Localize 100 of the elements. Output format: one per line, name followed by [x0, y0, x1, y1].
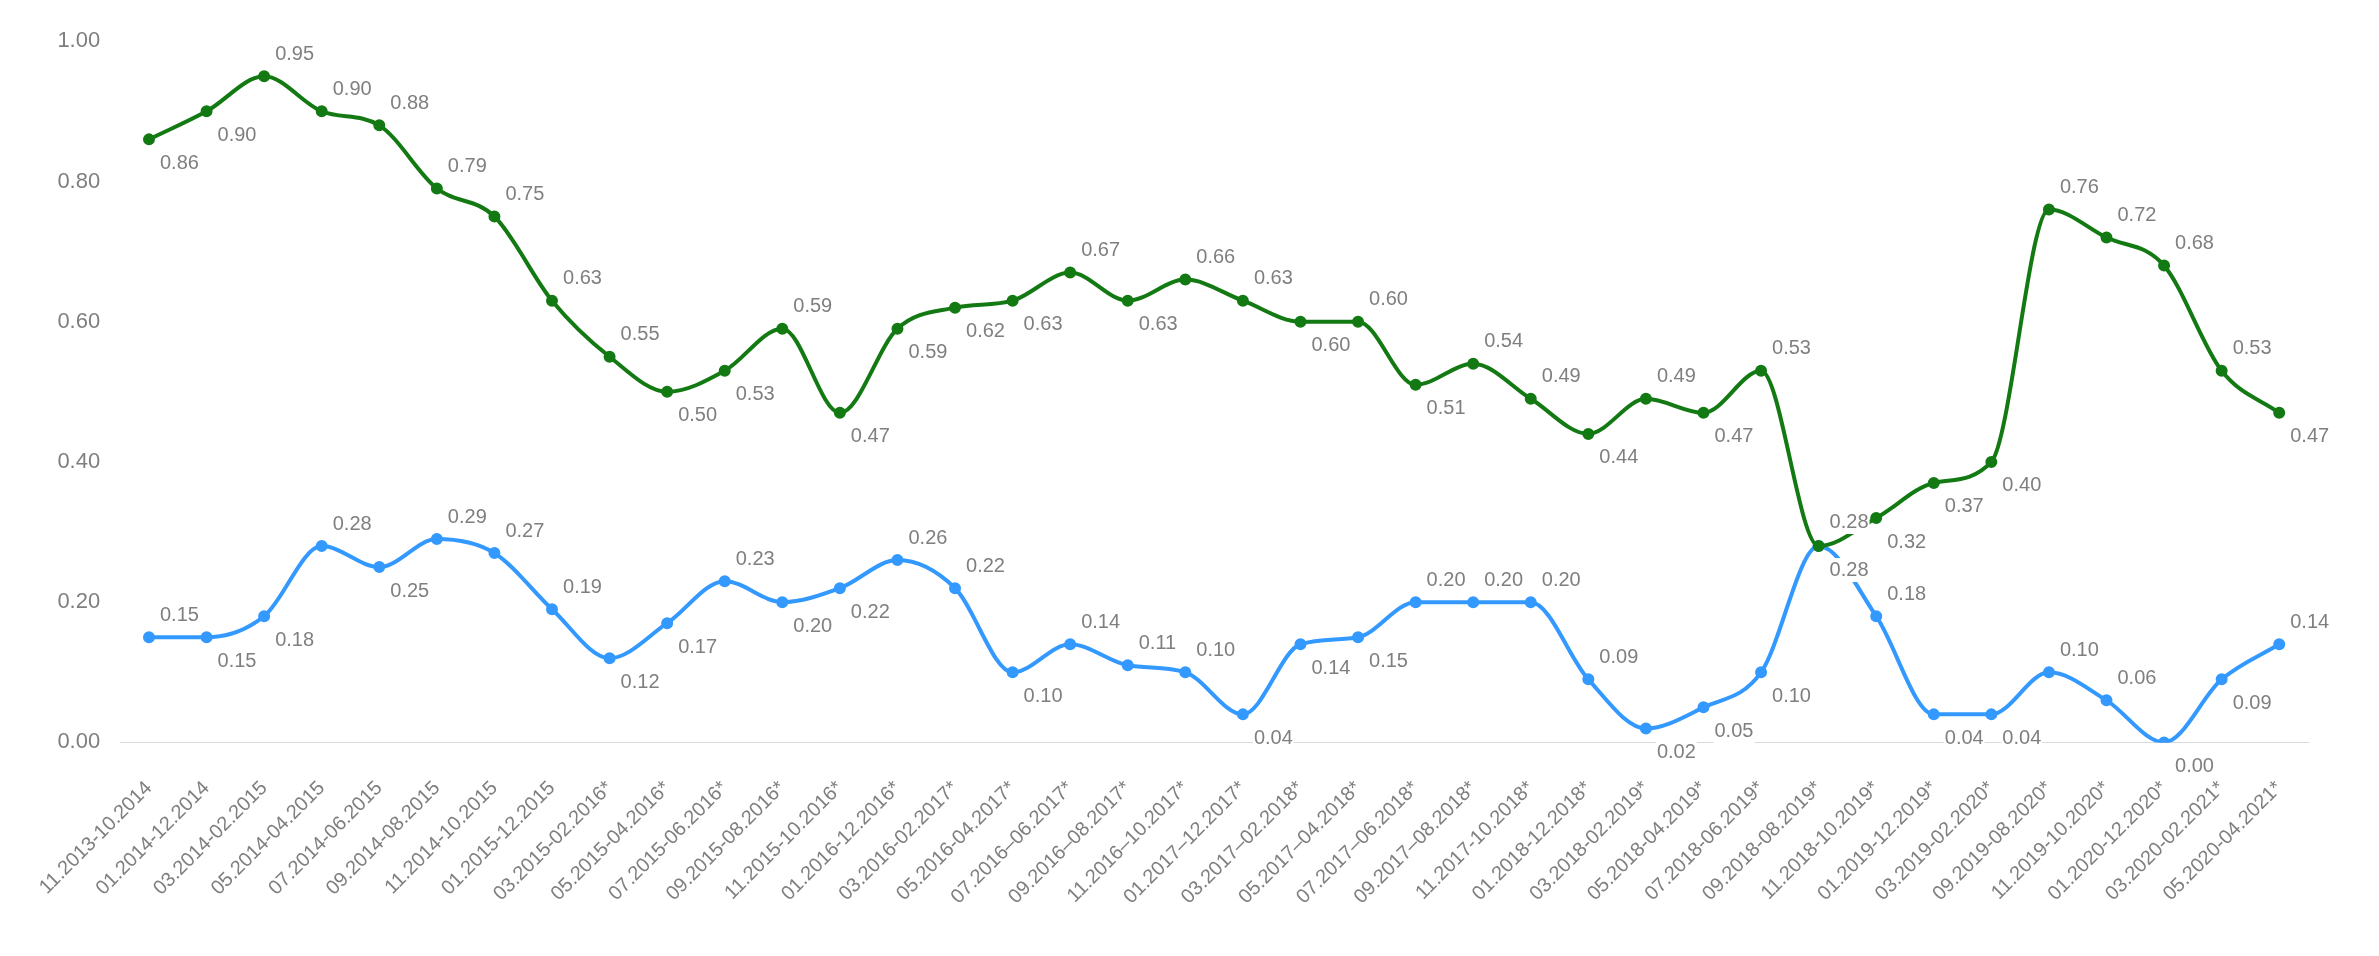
- point: [1870, 610, 1883, 623]
- data-label: 0.67: [1081, 238, 1121, 261]
- point: [1121, 659, 1134, 672]
- point: [315, 540, 328, 553]
- data-label: 0.63: [1023, 312, 1063, 335]
- y-tick-label: 0.00: [57, 728, 101, 754]
- data-label: 0.72: [2117, 203, 2157, 226]
- point: [1467, 357, 1480, 370]
- data-label: 0.09: [1599, 644, 1639, 667]
- data-label: 0.32: [1887, 529, 1927, 552]
- y-tick-label: 0.60: [57, 307, 101, 333]
- data-label: 0.59: [793, 294, 833, 317]
- data-label: 0.04: [1944, 725, 1984, 748]
- point: [2215, 364, 2228, 377]
- point: [142, 631, 155, 644]
- point: [2273, 638, 2286, 651]
- data-label: 0.18: [275, 627, 315, 650]
- point: [603, 652, 616, 665]
- point: [488, 547, 501, 560]
- point: [776, 596, 789, 609]
- data-label: 0.17: [678, 634, 718, 657]
- data-label: 0.68: [2175, 231, 2214, 254]
- data-label: 0.79: [447, 153, 487, 176]
- y-tick-label: 0.20: [57, 588, 101, 614]
- data-label: 0.86: [159, 150, 199, 173]
- point: [1236, 294, 1249, 307]
- point: [200, 105, 213, 118]
- point: [1524, 392, 1537, 405]
- point: [200, 631, 213, 644]
- data-label: 0.14: [1311, 655, 1351, 678]
- point: [2158, 259, 2171, 272]
- data-label: 0.49: [1656, 364, 1696, 387]
- data-label: 0.47: [850, 424, 890, 447]
- point: [488, 210, 501, 223]
- y-tick-label: 0.80: [57, 167, 101, 193]
- data-label: 0.02: [1656, 739, 1696, 762]
- data-label: 0.75: [505, 182, 545, 205]
- point: [1582, 673, 1595, 686]
- point: [833, 582, 846, 595]
- data-label: 0.63: [563, 266, 602, 289]
- data-label: 0.54: [1484, 329, 1524, 352]
- data-label: 0.47: [1714, 424, 1754, 447]
- point: [1582, 427, 1595, 440]
- point: [1927, 708, 1940, 721]
- data-label: 0.26: [908, 525, 948, 548]
- data-label: 0.59: [908, 340, 948, 363]
- y-tick-label: 1.00: [57, 27, 101, 53]
- data-label: 0.50: [678, 403, 718, 426]
- point: [315, 105, 328, 118]
- data-label: 0.51: [1426, 396, 1466, 419]
- data-label: 0.63: [1253, 266, 1293, 289]
- point: [1121, 294, 1134, 307]
- point: [949, 582, 962, 595]
- point: [546, 603, 559, 616]
- point: [1467, 596, 1480, 609]
- point: [1524, 596, 1537, 609]
- data-label: 0.29: [447, 504, 487, 527]
- data-label: 0.11: [1138, 630, 1177, 653]
- data-label: 0.22: [850, 599, 890, 622]
- data-label: 0.15: [1369, 648, 1408, 671]
- data-label: 0.55: [620, 322, 660, 345]
- data-label: 0.04: [1253, 725, 1293, 748]
- point: [603, 350, 616, 363]
- data-label: 0.28: [1829, 557, 1869, 580]
- data-label: 0.20: [1484, 567, 1524, 590]
- point: [776, 322, 789, 335]
- point: [1985, 455, 1998, 468]
- data-label: 0.66: [1196, 245, 1236, 268]
- point: [546, 294, 559, 307]
- data-label: 0.47: [2290, 424, 2330, 447]
- point: [1697, 701, 1710, 714]
- point: [1064, 638, 1077, 651]
- point: [2215, 673, 2228, 686]
- data-label: 0.12: [620, 669, 660, 692]
- point: [891, 322, 904, 335]
- data-label: 0.53: [735, 382, 775, 405]
- data-label: 0.19: [563, 574, 602, 597]
- y-tick-label: 0.40: [57, 447, 101, 473]
- data-label: 0.10: [1023, 683, 1063, 706]
- point: [891, 554, 904, 567]
- point: [1236, 708, 1249, 721]
- point: [2100, 231, 2113, 244]
- point: [1294, 315, 1307, 328]
- data-label: 0.53: [2232, 336, 2272, 359]
- point: [373, 119, 386, 132]
- data-label: 0.37: [1944, 494, 1984, 517]
- data-label: 0.76: [2059, 175, 2099, 198]
- point: [430, 533, 443, 546]
- data-label: 0.00: [2175, 753, 2214, 776]
- data-label: 0.28: [332, 511, 372, 534]
- point: [2273, 406, 2286, 419]
- data-label: 0.60: [1311, 333, 1351, 356]
- data-label: 0.90: [332, 76, 372, 99]
- point: [2042, 666, 2055, 679]
- point: [1294, 638, 1307, 651]
- data-label: 0.95: [275, 41, 315, 64]
- data-label: 0.20: [793, 613, 833, 636]
- point: [833, 406, 846, 419]
- point: [1639, 722, 1652, 735]
- data-label: 0.63: [1138, 312, 1178, 335]
